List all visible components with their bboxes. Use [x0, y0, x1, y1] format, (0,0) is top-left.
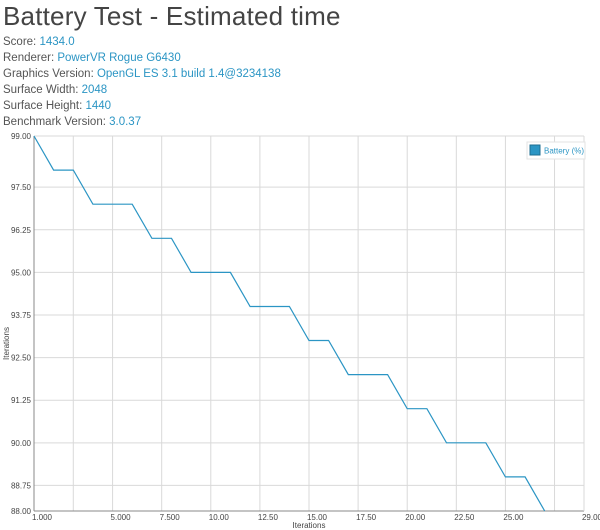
y-tick-label: 91.25: [11, 396, 32, 405]
chart-legend: Battery (%): [526, 141, 586, 160]
x-tick-label: 20.00: [405, 513, 426, 522]
page-title: Battery Test - Estimated time: [3, 1, 341, 31]
x-tick-label: 29.00: [582, 513, 600, 522]
legend-box: [526, 141, 586, 160]
series-line-battery: [33, 135, 546, 512]
info-label: Surface Width:: [3, 84, 79, 96]
info-row-benchmark-version: Benchmark Version: 3.0.37: [3, 114, 281, 130]
info-row-renderer: Renderer: PowerVR Rogue G6430: [3, 50, 281, 66]
x-tick-label: 12.50: [258, 513, 279, 522]
info-value: 1434.0: [39, 36, 75, 48]
legend-label: Battery (%): [544, 147, 584, 156]
x-tick-label: 17.50: [356, 513, 377, 522]
y-tick-label: 99.00: [11, 132, 32, 141]
info-label: Surface Height:: [3, 100, 83, 112]
x-tick-label: 22.50: [454, 513, 475, 522]
info-label: Benchmark Version:: [3, 116, 106, 128]
y-axis-title: Iterations: [2, 327, 11, 360]
info-panel: Score: 1434.0 Renderer: PowerVR Rogue G6…: [3, 34, 281, 130]
info-value: 3.0.37: [109, 116, 142, 128]
x-tick-label: 7.500: [160, 513, 181, 522]
x-tick-label: 1.000: [32, 513, 53, 522]
info-label: Renderer:: [3, 52, 55, 64]
info-row-surface-height: Surface Height: 1440: [3, 98, 281, 114]
info-row-surface-width: Surface Width: 2048: [3, 82, 281, 98]
info-label: Score:: [3, 36, 37, 48]
x-tick-label: 15.00: [307, 513, 328, 522]
info-label: Graphics Version:: [3, 68, 94, 80]
info-value: 2048: [81, 84, 108, 96]
x-tick-label: 10.00: [209, 513, 230, 522]
info-value: 1440: [85, 100, 112, 112]
y-tick-label: 88.75: [11, 481, 32, 490]
x-tick-label: 5.000: [111, 513, 132, 522]
y-tick-label: 97.50: [11, 183, 32, 192]
info-row-graphics-version: Graphics Version: OpenGL ES 3.1 build 1.…: [3, 66, 281, 82]
y-tick-label: 92.50: [11, 354, 32, 363]
x-axis-title: Iterations: [293, 521, 326, 530]
legend-swatch: [529, 144, 541, 156]
y-tick-label: 96.25: [11, 226, 32, 235]
info-value: PowerVR Rogue G6430: [57, 52, 181, 64]
info-value: OpenGL ES 3.1 build 1.4@3234138: [96, 68, 281, 80]
y-tick-label: 95.00: [11, 268, 32, 277]
info-row-score: Score: 1434.0: [3, 34, 281, 50]
x-tick-label: 25.00: [503, 513, 524, 522]
y-tick-label: 88.00: [11, 507, 32, 516]
y-tick-label: 90.00: [11, 439, 32, 448]
y-tick-label: 93.75: [11, 311, 32, 320]
